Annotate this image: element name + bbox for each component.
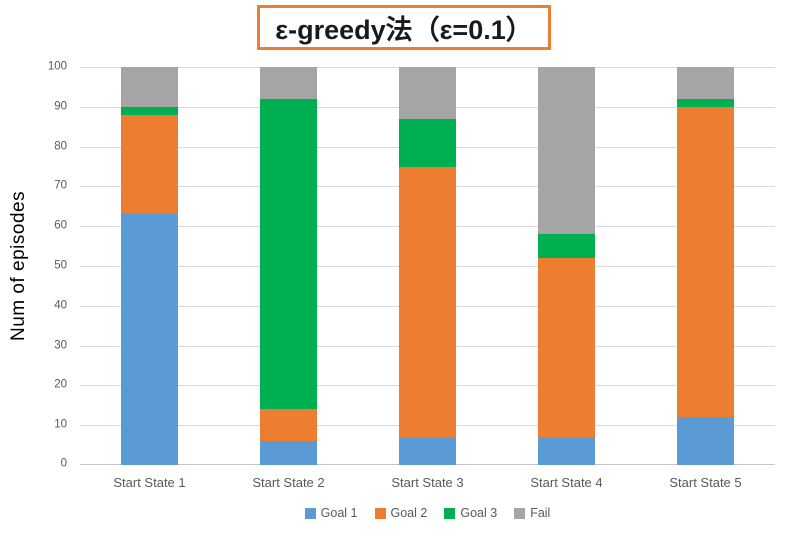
legend-swatch-goal-2 xyxy=(374,507,386,519)
y-tick-label-20: 20 xyxy=(54,378,67,391)
y-tick-label-30: 30 xyxy=(54,338,67,351)
bar-segment-goal-3 xyxy=(260,98,317,410)
chart-title: ε-greedy法（ε=0.1） xyxy=(257,5,551,50)
y-tick-label-60: 60 xyxy=(54,219,67,232)
legend-label-goal-1: Goal 1 xyxy=(320,506,358,520)
bar-segment-goal-1 xyxy=(121,214,178,465)
bar-start-state-4 xyxy=(538,67,595,465)
y-tick-label-100: 100 xyxy=(47,60,67,73)
bar-start-state-3 xyxy=(399,67,456,465)
bar-segment-goal-2 xyxy=(260,409,317,442)
bar-segment-goal-1 xyxy=(538,437,595,465)
bar-segment-goal-1 xyxy=(677,417,734,465)
bar-segment-goal-3 xyxy=(399,118,456,167)
x-axis-label-start-state-3: Start State 3 xyxy=(391,475,464,490)
legend-label-goal-3: Goal 3 xyxy=(460,506,498,520)
bar-segment-goal-1 xyxy=(260,441,317,465)
y-tick-label-0: 0 xyxy=(60,457,67,470)
bar-start-state-2 xyxy=(260,67,317,465)
x-axis-label-start-state-1: Start State 1 xyxy=(113,475,186,490)
bar-segment-goal-3 xyxy=(538,234,595,259)
legend: Goal 1 Goal 2 Goal 3 Fail xyxy=(80,506,775,520)
legend-swatch-goal-3 xyxy=(444,507,456,519)
bar-segment-fail xyxy=(121,67,178,107)
bar-segment-fail xyxy=(677,67,734,99)
y-tick-label-10: 10 xyxy=(54,418,67,431)
y-tick-label-80: 80 xyxy=(54,139,67,152)
y-tick-label-50: 50 xyxy=(54,259,67,272)
y-tick-label-70: 70 xyxy=(54,179,67,192)
legend-swatch-goal-1 xyxy=(304,507,316,519)
bar-segment-fail xyxy=(260,67,317,99)
y-tick-label-90: 90 xyxy=(54,100,67,113)
legend-swatch-fail xyxy=(514,507,526,519)
bar-segment-goal-2 xyxy=(121,114,178,215)
bar-start-state-1 xyxy=(121,67,178,465)
bar-segment-goal-3 xyxy=(121,106,178,115)
legend-item-goal-3: Goal 3 xyxy=(444,506,497,520)
bar-segment-goal-2 xyxy=(399,166,456,438)
bar-segment-goal-2 xyxy=(538,258,595,438)
bar-segment-fail xyxy=(538,67,595,235)
x-axis-label-start-state-2: Start State 2 xyxy=(252,475,325,490)
x-axis-label-start-state-5: Start State 5 xyxy=(669,475,742,490)
bar-segment-goal-3 xyxy=(677,98,734,107)
x-axis-label-start-state-4: Start State 4 xyxy=(530,475,603,490)
bar-segment-goal-1 xyxy=(399,437,456,465)
legend-label-goal-2: Goal 2 xyxy=(390,506,428,520)
plot-area: 0 10 20 30 40 50 60 70 80 90 100 Start State 1 Start… xyxy=(48,61,775,490)
bar-segment-goal-2 xyxy=(677,106,734,418)
bar-start-state-5 xyxy=(677,67,734,465)
bar-segment-fail xyxy=(399,67,456,119)
y-tick-label-40: 40 xyxy=(54,299,67,312)
legend-item-goal-1: Goal 1 xyxy=(304,506,358,520)
legend-label-fail: Fail xyxy=(530,506,551,520)
legend-item-goal-2: Goal 2 xyxy=(374,506,428,520)
legend-item-fail: Fail xyxy=(514,506,550,520)
